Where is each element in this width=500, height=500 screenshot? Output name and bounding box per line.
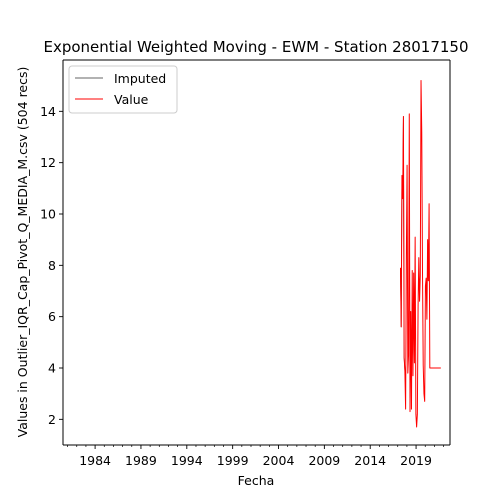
y-tick-label: 2 [48, 412, 56, 427]
y-tick-label: 4 [48, 361, 56, 376]
axes-spines [62, 59, 451, 446]
y-tick-label: 6 [48, 309, 56, 324]
legend: Imputed Value [68, 65, 178, 114]
y-axis: 2 4 6 8 10 12 14 [40, 104, 63, 427]
legend-label-imputed: Imputed [114, 71, 166, 86]
legend-label-value: Value [114, 92, 149, 107]
plot-area: 1984 1989 1994 1999 2004 2009 2014 2019 2 4 6 8 10 1… [40, 59, 451, 468]
x-tick-label: 1984 [79, 453, 111, 468]
x-tick-label: 1989 [125, 453, 157, 468]
chart-title: Exponential Weighted Moving - EWM - Stat… [43, 38, 468, 56]
y-tick-label: 12 [40, 155, 56, 170]
series-layer [399, 80, 441, 428]
x-tick-label: 2014 [354, 453, 386, 468]
y-axis-label: Values in Outlier_IQR_Cap_Pivot_Q_MEDIA_… [15, 67, 30, 438]
x-tick-label: 2009 [308, 453, 340, 468]
y-tick-label: 10 [40, 207, 56, 222]
y-tick-label: 8 [48, 258, 56, 273]
y-tick-label: 14 [40, 104, 56, 119]
x-axis-label: Fecha [238, 473, 275, 488]
x-tick-label: 2004 [263, 453, 295, 468]
x-axis: 1984 1989 1994 1999 2004 2009 2014 2019 [67, 445, 444, 468]
x-tick-label: 1994 [171, 453, 203, 468]
x-tick-label: 1999 [217, 453, 249, 468]
x-tick-label: 2019 [400, 453, 432, 468]
series-line-value [399, 80, 441, 428]
